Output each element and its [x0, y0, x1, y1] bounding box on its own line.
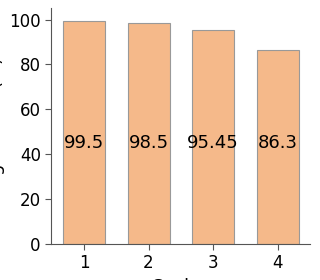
Bar [192, 30, 234, 244]
X-axis label: Cycles: Cycles [151, 277, 210, 280]
Text: 86.3: 86.3 [258, 134, 298, 152]
Bar [257, 50, 299, 244]
Bar [63, 21, 105, 244]
Y-axis label: Degradation(%): Degradation(%) [0, 54, 4, 198]
Text: 99.5: 99.5 [64, 134, 104, 152]
Text: 95.45: 95.45 [187, 134, 239, 152]
Text: 98.5: 98.5 [128, 134, 169, 152]
Bar [128, 23, 170, 244]
